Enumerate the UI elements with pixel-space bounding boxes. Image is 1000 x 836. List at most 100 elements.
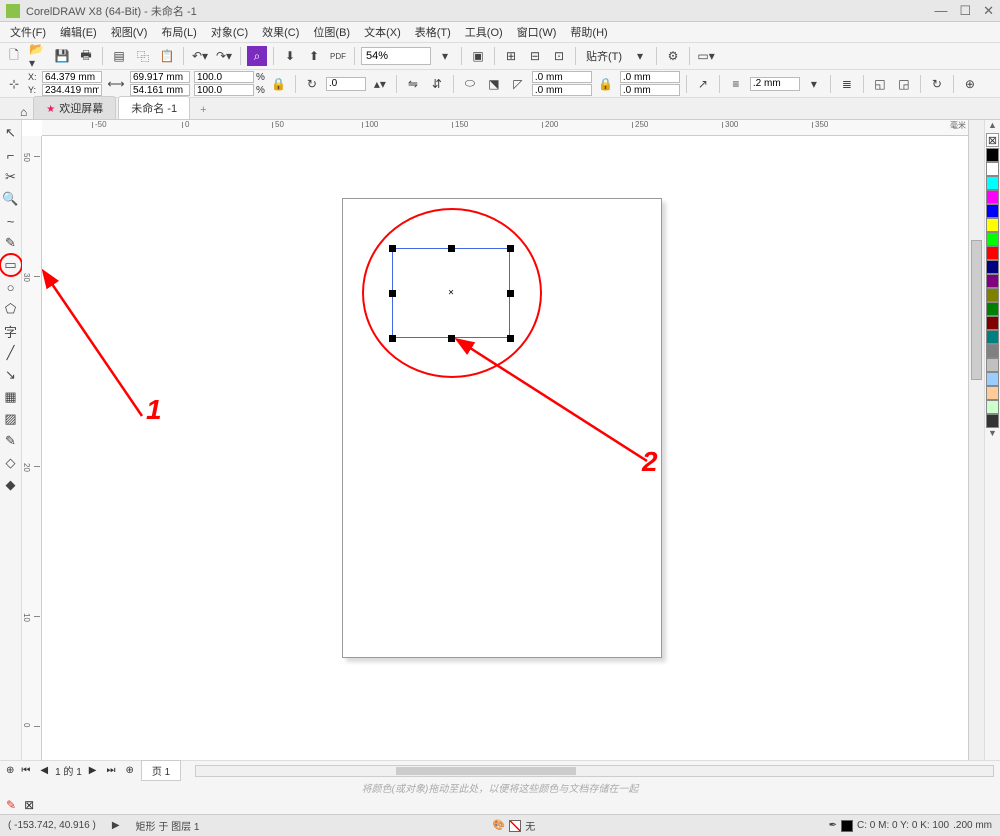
eyedropper-tool[interactable]: ✎ (1, 431, 21, 451)
fill-indicator[interactable]: 🎨 无 (493, 818, 535, 833)
freehand-tool[interactable]: ~ (1, 211, 21, 231)
launch-button[interactable]: ▭▾ (696, 46, 716, 66)
outline-dropdown[interactable]: ▾ (804, 74, 824, 94)
convert-button[interactable]: ↻ (927, 74, 947, 94)
color-swatch[interactable] (986, 400, 999, 414)
home-icon[interactable]: ⌂ (20, 105, 27, 119)
tab-add-button[interactable]: + (192, 101, 214, 119)
grid3-button[interactable]: ⊡ (549, 46, 569, 66)
color-swatch[interactable] (986, 176, 999, 190)
menu-item[interactable]: 帮助(H) (564, 22, 613, 42)
color-swatch[interactable] (986, 344, 999, 358)
menu-item[interactable]: 窗口(W) (511, 22, 563, 42)
color-swatch[interactable] (986, 372, 999, 386)
page-tab[interactable]: 页 1 (141, 760, 181, 781)
x-input[interactable] (42, 71, 102, 83)
corner2-input[interactable] (532, 84, 592, 96)
corner-scallop-button[interactable]: ⬔ (484, 74, 504, 94)
mirror-v-button[interactable]: ⇵ (427, 74, 447, 94)
import-button[interactable]: ⬇ (280, 46, 300, 66)
zoom-tool[interactable]: 🔍 (1, 189, 21, 209)
edit-icon[interactable]: ✎ (6, 798, 16, 812)
grid2-button[interactable]: ⊟ (525, 46, 545, 66)
artistic-tool[interactable]: ✎ (1, 233, 21, 253)
canvas[interactable]: × 1 2 (42, 136, 968, 760)
drop-shadow-tool[interactable]: ▦ (1, 387, 21, 407)
parallel-tool[interactable]: ╱ (1, 343, 21, 363)
palette-down-button[interactable]: ▼ (985, 428, 1000, 440)
color-swatch[interactable] (986, 358, 999, 372)
print-button[interactable]: 🖶 (76, 46, 96, 66)
snap-dropdown[interactable]: ▾ (630, 46, 650, 66)
paste-button[interactable]: 📋 (157, 46, 177, 66)
cut-button[interactable]: ▤ (109, 46, 129, 66)
zoom-dropdown[interactable]: ▾ (435, 46, 455, 66)
outline-width-input[interactable] (750, 77, 800, 91)
menu-item[interactable]: 视图(V) (105, 22, 154, 42)
color-swatch[interactable] (986, 162, 999, 176)
menu-item[interactable]: 效果(C) (256, 22, 305, 42)
crop-tool[interactable]: ✂ (1, 167, 21, 187)
menu-item[interactable]: 编辑(E) (54, 22, 103, 42)
add-button[interactable]: ⊕ (960, 74, 980, 94)
outline-indicator[interactable]: ✒ C: 0 M: 0 Y: 0 K: 100 .200 mm (829, 820, 992, 832)
menu-item[interactable]: 文本(X) (358, 22, 407, 42)
corner4-input[interactable] (620, 84, 680, 96)
tab-welcome[interactable]: 欢迎屏幕 (33, 96, 116, 119)
color-swatch[interactable] (986, 232, 999, 246)
color-swatch[interactable] (986, 274, 999, 288)
undo-button[interactable]: ↶▾ (190, 46, 210, 66)
scrollbar-thumb[interactable] (971, 240, 982, 380)
smart-fill-tool[interactable]: ◆ (1, 475, 21, 495)
nav-next-button[interactable]: ▶ (86, 765, 100, 776)
menu-item[interactable]: 对象(C) (205, 22, 254, 42)
fullscreen-button[interactable]: ▣ (468, 46, 488, 66)
search-button[interactable]: ⌕ (247, 46, 267, 66)
fill-tool[interactable]: ◇ (1, 453, 21, 473)
maximize-button[interactable]: ☐ (959, 3, 971, 19)
lock-ratio-button[interactable]: 🔒 (269, 74, 289, 94)
corner3-input[interactable] (620, 71, 680, 83)
corner1-input[interactable] (532, 71, 592, 83)
back-button[interactable]: ◲ (894, 74, 914, 94)
rotation-spinner[interactable]: ▴▾ (370, 74, 390, 94)
menu-item[interactable]: 文件(F) (4, 22, 52, 42)
rectangle-tool[interactable]: ▭ (1, 255, 21, 275)
front-button[interactable]: ◱ (870, 74, 890, 94)
color-swatch[interactable] (986, 148, 999, 162)
redo-button[interactable]: ↷▾ (214, 46, 234, 66)
scrollbar-thumb[interactable] (396, 767, 576, 775)
color-swatch[interactable] (986, 330, 999, 344)
export-button[interactable]: ⬆ (304, 46, 324, 66)
new-button[interactable]: 🗋 (4, 46, 24, 66)
palette-up-button[interactable]: ▲ (985, 120, 1000, 132)
open-button[interactable]: 📂▾ (28, 46, 48, 66)
horizontal-scrollbar[interactable] (195, 765, 994, 777)
color-swatch[interactable] (986, 204, 999, 218)
delete-icon[interactable]: ⊠ (24, 798, 34, 812)
transparency-tool[interactable]: ▨ (1, 409, 21, 429)
wrap-text-button[interactable]: ≣ (837, 74, 857, 94)
y-input[interactable] (42, 84, 102, 96)
color-swatch[interactable] (986, 288, 999, 302)
options-button[interactable]: ⚙ (663, 46, 683, 66)
color-swatch[interactable] (986, 414, 999, 428)
canvas-area[interactable]: 毫米 -50050100150200250300350 503020100 × … (22, 120, 968, 760)
text-tool[interactable]: 字 (1, 321, 21, 341)
height-input[interactable] (130, 84, 190, 96)
connector-tool[interactable]: ↘ (1, 365, 21, 385)
menu-item[interactable]: 表格(T) (409, 22, 457, 42)
mirror-h-button[interactable]: ⇋ (403, 74, 423, 94)
scalex-input[interactable] (194, 71, 254, 83)
no-color-swatch[interactable]: ⊠ (986, 133, 999, 147)
menu-item[interactable]: 布局(L) (155, 22, 202, 42)
color-swatch[interactable] (986, 386, 999, 400)
color-swatch[interactable] (986, 302, 999, 316)
save-button[interactable]: 💾 (52, 46, 72, 66)
nav-prev-button[interactable]: ◀ (37, 765, 51, 776)
nav-add-button[interactable]: ⊕ (122, 765, 136, 776)
nav-first-button[interactable]: ⏮ (18, 765, 33, 776)
ellipse-tool[interactable]: ○ (1, 277, 21, 297)
menu-item[interactable]: 位图(B) (307, 22, 356, 42)
rotation-input[interactable] (326, 77, 366, 91)
